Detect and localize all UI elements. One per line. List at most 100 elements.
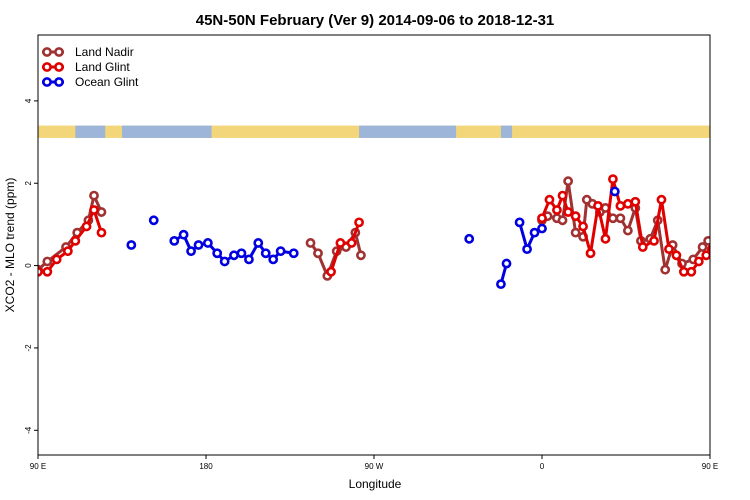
data-point [268,254,279,265]
data-point [89,205,99,215]
data-point [686,266,697,277]
legend-marker [54,77,64,87]
data-point [615,213,626,224]
x-tick-label: 90 W [365,462,384,471]
y-axis-label: XCO2 - MLO trend (ppm) [3,178,17,313]
data-point [42,256,53,267]
map-strip-ocean-1 [122,125,212,138]
data-point [671,250,682,261]
data-point [593,200,603,211]
data-point [563,207,574,217]
data-point [81,221,92,232]
legend-item: Land Nadir [42,45,134,59]
data-point [346,238,357,248]
data-point [727,192,734,199]
data-point [706,244,710,254]
x-tick-label: 90 E [30,462,46,471]
data-point [630,196,641,207]
data-point [734,208,741,215]
data-point [522,244,532,255]
data-point [178,229,189,240]
data-point [356,250,366,261]
data-point [725,219,732,226]
axes: 90 E 180 90 W 0 90 E -4 -2 0 2 4 [24,98,718,471]
data-point [656,194,667,205]
data-point [62,246,73,257]
data-point [96,227,107,238]
data-point [660,264,671,275]
data-point [275,246,286,257]
legend-marker [54,62,64,72]
data-point [537,213,547,224]
data-point [96,207,107,217]
data-point [236,248,247,259]
y-tick-label: 4 [24,98,33,103]
data-point [649,235,659,246]
data-point [126,240,137,250]
map-strip-ocean-4 [729,126,750,138]
series-line [329,221,361,273]
data-point [703,235,710,246]
legend-marker [42,62,52,72]
data-point [326,266,336,277]
data-point [552,205,562,215]
x-tick-label: 0 [540,462,545,471]
data-point [514,217,525,228]
data-point [563,176,574,187]
data-point [557,190,568,201]
data-point [664,244,674,255]
data-point [186,246,196,257]
data-point [148,215,159,226]
data-point [244,254,254,265]
data-point [719,221,726,228]
map-strip-ocean-3 [500,125,513,138]
data-point [51,254,62,265]
data-point [678,266,689,277]
legend-label: Land Nadir [75,45,134,59]
legend-marker [42,77,52,87]
data-point [496,279,506,290]
data-point [615,200,626,211]
data-point [537,223,547,234]
data-point [501,258,512,269]
data-point [570,211,581,222]
legend-label: Land Glint [75,60,130,74]
data-point [288,248,299,259]
data-point [608,174,618,185]
y-tick-label: 0 [24,263,33,268]
map-strip-ocean-0 [75,125,106,138]
data-point [529,227,540,238]
data-point [622,198,633,209]
data-point [716,237,723,244]
data-point [544,194,555,205]
data-point [693,256,704,267]
data-point [193,240,204,250]
data-point [219,256,230,267]
y-tick-label: -2 [24,344,33,352]
data-point [697,242,708,252]
y-tick-label: 2 [24,180,33,185]
data-point [464,233,475,244]
data-point [622,225,633,236]
data-point [600,233,611,244]
series-layer [38,174,743,290]
x-tick-label: 180 [199,462,213,471]
data-point [609,186,620,197]
legend-label: Ocean Glint [75,75,139,89]
data-point [608,213,618,224]
x-tick-label: 90 E [702,462,718,471]
series-land-glint [38,174,743,277]
data-point [585,248,596,259]
y-tick-label: -4 [24,426,33,434]
data-point [212,248,223,259]
legend-marker [42,47,52,57]
x-axis-label: Longitude [349,477,402,491]
data-point [260,248,271,259]
data-point [712,229,719,236]
data-point [736,229,743,236]
data-point [313,248,323,259]
chart-title: 45N-50N February (Ver 9) 2014-09-06 to 2… [196,12,555,29]
data-point [89,190,99,201]
